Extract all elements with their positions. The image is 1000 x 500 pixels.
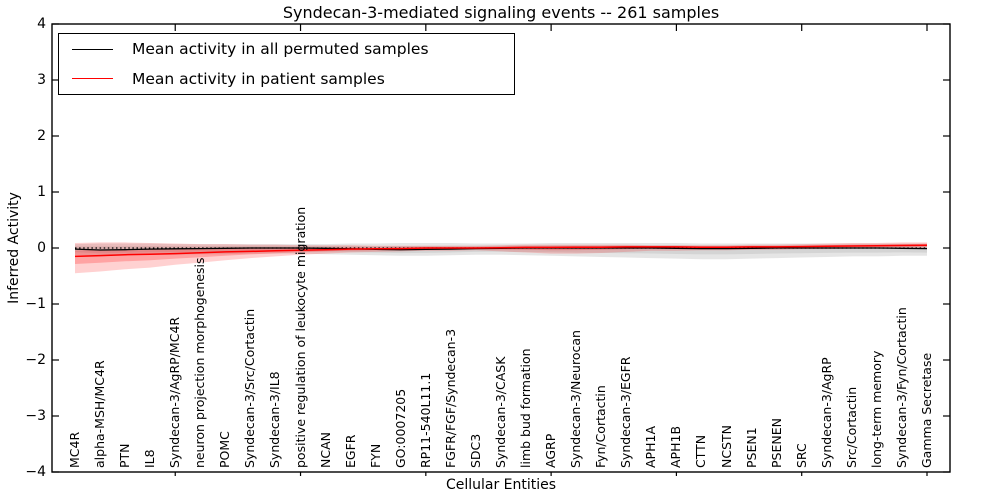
x-tick-label: Syndecan-3/CASK [493,356,508,468]
x-tick-label: CTTN [693,434,709,468]
x-tick-label: FGFR/FGF/Syndecan-3 [442,328,458,468]
x-tick-label: APH1A [643,426,659,468]
x-tick-label: MC4R [67,431,82,468]
x-tick-label: neuron projection morphogenesis [192,257,208,468]
y-tick-label: 1 [37,184,46,200]
x-tick-label: POMC [217,431,233,468]
x-tick-label: Gamma Secretase [919,352,934,468]
x-tick-label: limb bud formation [518,348,534,468]
x-tick-label: positive regulation of leukocyte migrati… [292,206,308,468]
y-tick-label: 3 [37,72,46,88]
x-axis-label: Cellular Entities [445,477,557,493]
x-tick-label: PSENEN [768,418,784,468]
patient-band-inner [75,243,927,264]
y-tick-label: 0 [37,240,46,256]
y-tick-label: 4 [37,16,46,32]
y-tick-label: −4 [25,464,46,480]
x-tick-label: Syndecan-3/Fyn/Cortactin [893,307,909,468]
legend-label: Mean activity in all permuted samples [132,40,429,59]
chart-title: Syndecan-3-mediated signaling events -- … [282,3,720,22]
x-tick-label: EGFR [342,434,358,468]
permuted-line-sample [72,48,113,50]
x-tick-label: PSEN1 [743,427,759,468]
y-tick-label: 2 [37,128,46,144]
x-tick-label: SDC3 [467,433,483,468]
x-tick-label: long-term memory [868,350,884,468]
legend: Mean activity in all permuted samples Me… [58,33,515,95]
legend-entry-patient: Mean activity in patient samples [59,64,514,93]
patient-mean-line [74,244,928,258]
y-tick-label: −1 [25,296,46,312]
x-tick-label: GO:0007205 [392,388,408,468]
x-tick-label: PTN [117,443,133,468]
x-tick-label: FYN [367,443,383,468]
x-tick-label: NCAN [317,432,333,468]
x-tick-label: Syndecan-3/AgRP/MC4R [167,316,183,468]
x-tick-label: SRC [793,443,809,468]
x-tick-label: alpha-MSH/MC4R [92,360,108,468]
x-tick-label: RP11-540L11.1 [417,372,433,468]
x-tick-label: APH1B [668,425,684,468]
x-tick-label: Syndecan-3/IL8 [267,371,283,468]
x-tick-label: AGRP [543,433,559,468]
x-tick-label: Syndecan-3/Neurocan [568,330,584,468]
y-tick-label: −3 [25,408,46,424]
legend-entry-permuted: Mean activity in all permuted samples [59,35,514,64]
x-tick-label: Syndecan-3/AgRP [818,357,834,468]
patient-line-sample [72,78,113,80]
legend-label: Mean activity in patient samples [132,69,385,88]
x-tick-label: IL8 [142,449,158,468]
x-tick-label: Src/Cortactin [843,386,859,468]
x-tick-label: NCSTN [718,425,734,468]
x-tick-label: Syndecan-3/Src/Cortactin [242,308,258,468]
x-tick-label: Fyn/Cortactin [593,385,609,468]
y-tick-label: −2 [25,352,46,368]
x-tick-label: Syndecan-3/EGFR [618,356,634,468]
